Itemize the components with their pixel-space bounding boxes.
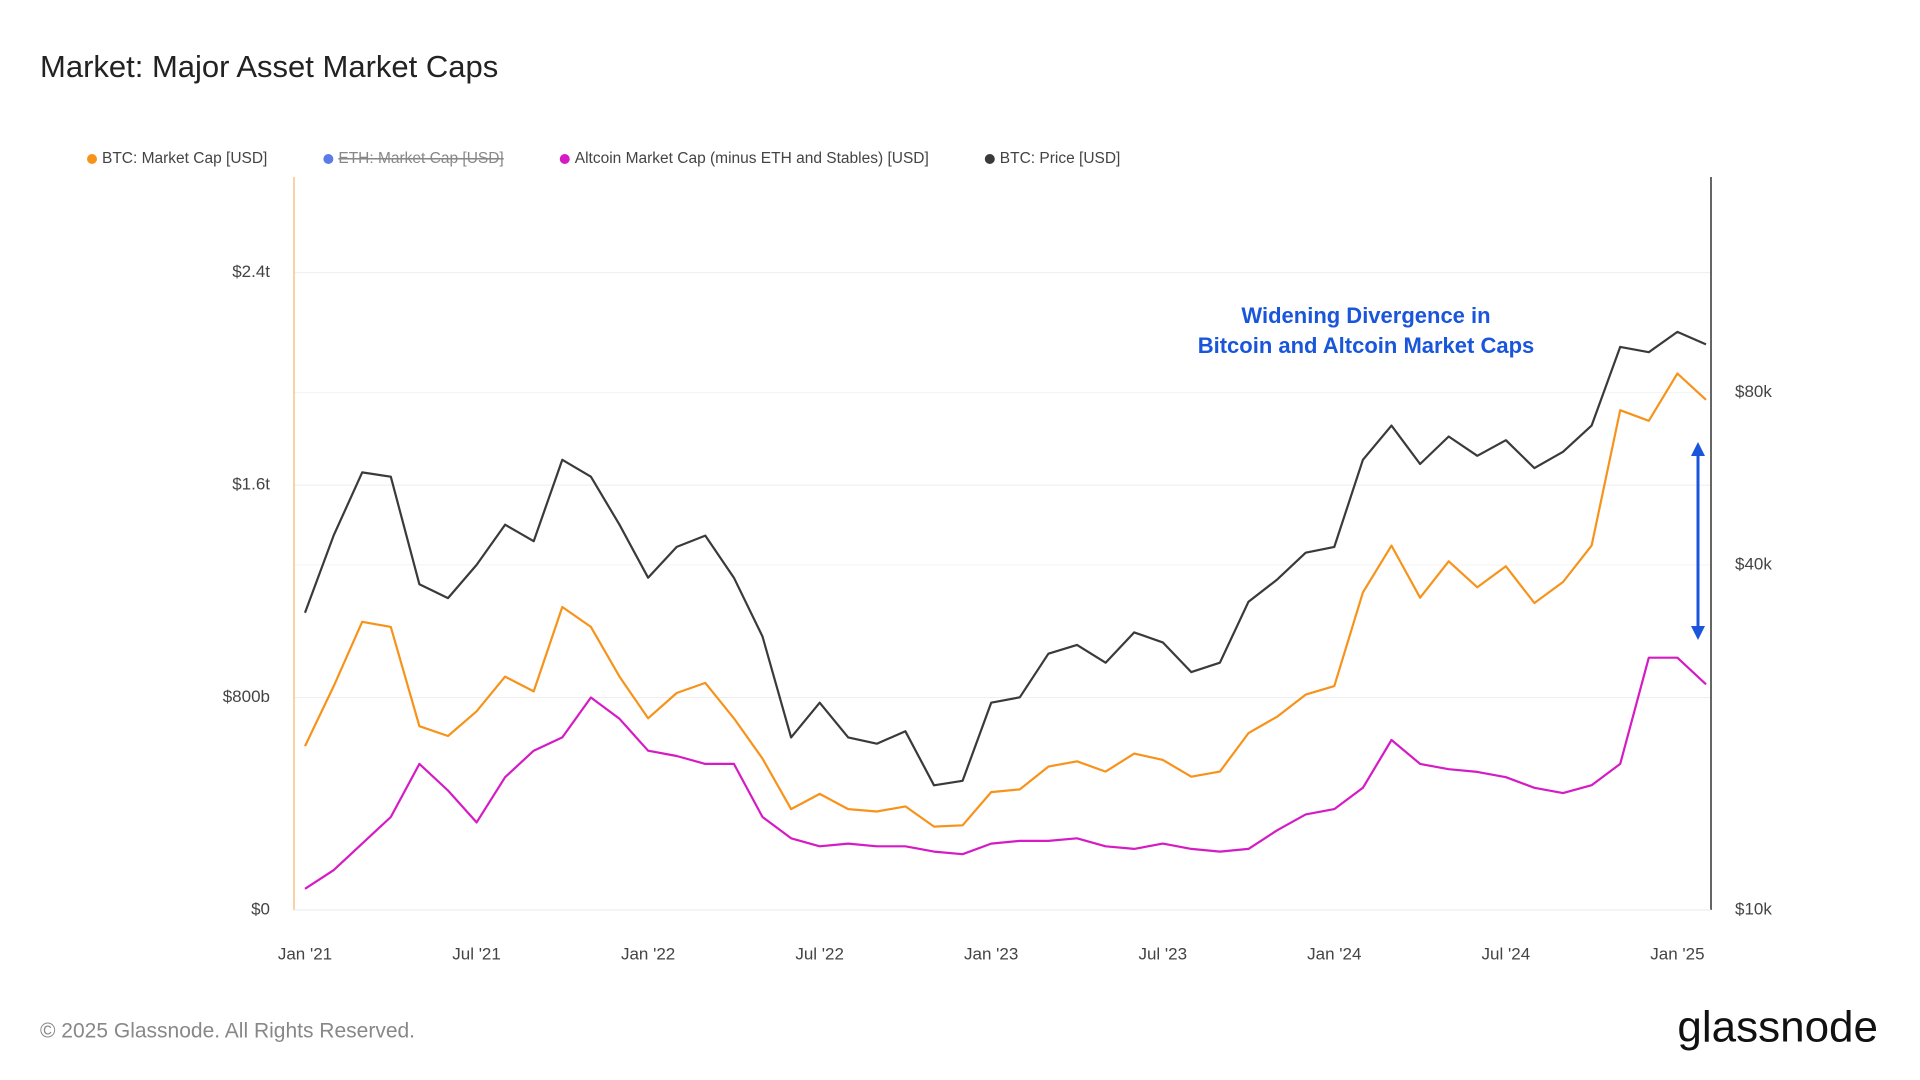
legend-marker (323, 154, 334, 164)
y-tick-label: $0 (251, 899, 270, 918)
x-tick-label: Jul '21 (452, 944, 501, 963)
x-tick-label: Jul '22 (795, 944, 844, 963)
x-tick-label: Jan '22 (621, 944, 675, 963)
legend-label[interactable]: Altcoin Market Cap (minus ETH and Stable… (575, 150, 929, 167)
x-tick-label: Jan '21 (278, 944, 332, 963)
x-tick-label: Jul '24 (1482, 944, 1531, 963)
legend-label[interactable]: BTC: Market Cap [USD] (102, 150, 267, 167)
legend-label[interactable]: BTC: Price [USD] (1000, 150, 1121, 167)
y2-tick-label: $40k (1735, 554, 1772, 573)
y2-tick-label: $80k (1735, 382, 1772, 401)
y2-tick-label: $10k (1735, 899, 1772, 918)
y-tick-label: $800b (223, 687, 270, 706)
legend-label[interactable]: ETH: Market Cap [USD] (338, 150, 503, 167)
annotation: Bitcoin and Altcoin Market Caps (1198, 333, 1535, 358)
annotation: Widening Divergence in (1241, 303, 1490, 328)
series-line (303, 330, 1707, 787)
logo: glassnode (1677, 1003, 1878, 1052)
series-line (304, 656, 1707, 890)
x-tick-label: Jul '23 (1138, 944, 1187, 963)
copyright: © 2025 Glassnode. All Rights Reserved. (40, 1020, 415, 1043)
series-line (304, 372, 1707, 828)
x-tick-label: Jan '24 (1307, 944, 1361, 963)
x-tick-label: Jan '23 (964, 944, 1018, 963)
legend-marker (559, 154, 570, 164)
chart-title: Market: Major Asset Market Caps (40, 49, 498, 84)
y-tick-label: $1.6t (232, 475, 270, 494)
legend-marker (984, 154, 995, 164)
divergence-arrow (1691, 442, 1705, 640)
legend-marker (87, 154, 97, 164)
y-tick-label: $2.4t (232, 262, 270, 281)
x-tick-label: Jan '25 (1650, 944, 1704, 963)
